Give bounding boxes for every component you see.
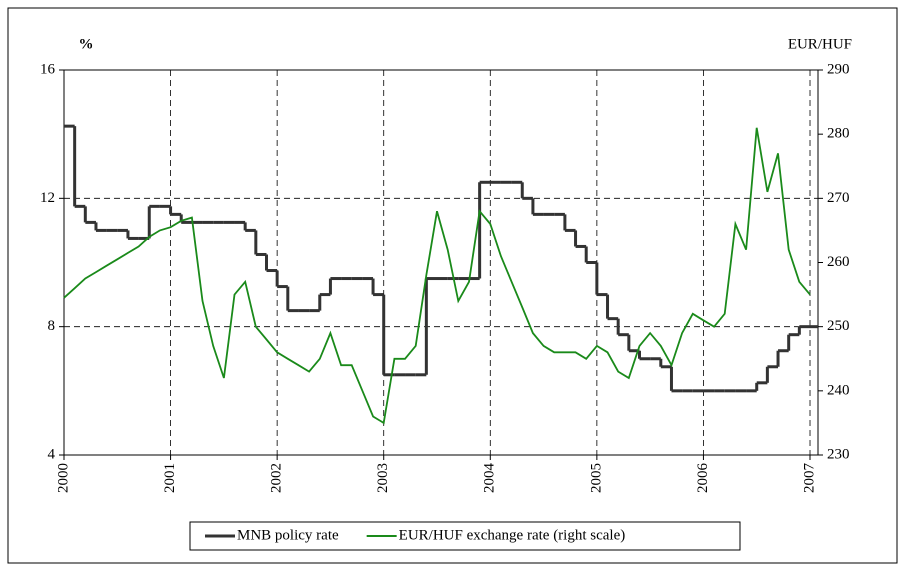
plot-area <box>63 69 819 456</box>
y-tick-label: 4 <box>48 446 56 462</box>
chart-frame <box>7 7 898 564</box>
y-axis-label: % <box>79 36 94 52</box>
y-tick-label: 16 <box>40 61 56 77</box>
legend-label: EUR/HUF exchange rate (right scale) <box>399 527 626 543</box>
line-series <box>63 127 811 425</box>
legend-box <box>189 521 741 551</box>
y2-tick-label: 260 <box>827 254 850 270</box>
y2-tick-label: 250 <box>827 318 850 334</box>
legend-label: MNB policy rate <box>237 527 339 543</box>
y2-tick-label: 270 <box>827 190 850 206</box>
x-tick-label: 2007 <box>801 463 817 494</box>
y2-tick-label: 230 <box>827 446 850 462</box>
x-tick-label: 2001 <box>162 463 178 493</box>
y2-axis-label: EUR/HUF <box>788 36 852 52</box>
x-tick-label: 2006 <box>695 463 711 494</box>
x-tick-label: 2004 <box>482 463 498 494</box>
x-tick-label: 2005 <box>588 463 604 493</box>
y2-tick-label: 240 <box>827 382 850 398</box>
y-tick-label: 12 <box>40 190 55 206</box>
x-tick-label: 2002 <box>269 463 285 493</box>
x-tick-label: 2000 <box>55 463 71 493</box>
y2-tick-label: 290 <box>827 61 850 77</box>
x-tick-label: 2003 <box>375 463 391 493</box>
y-tick-label: 8 <box>48 318 56 334</box>
y2-tick-label: 280 <box>827 126 850 142</box>
